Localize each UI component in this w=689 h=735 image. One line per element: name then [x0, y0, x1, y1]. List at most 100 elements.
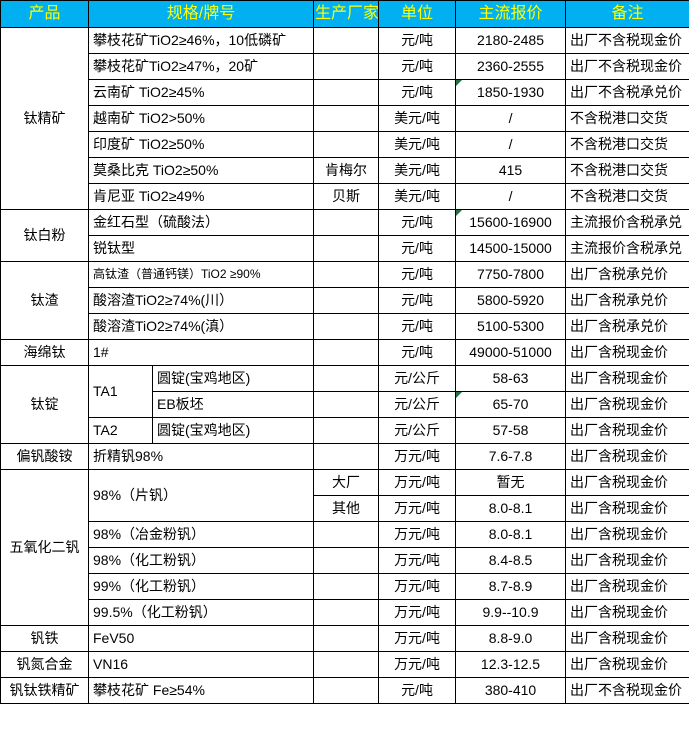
comment-marker-icon: [456, 392, 463, 398]
maker-text: 肯梅尔: [325, 162, 368, 179]
note-cell: 出厂含税现金价: [565, 651, 689, 678]
price-cell: 57-58: [455, 417, 567, 444]
spec-cell: 肯尼亚 TiO2≥49%: [87, 183, 315, 210]
table-row: 钛白粉 金红石型（硫酸法） 元/吨 15600-16900 主流报价含税承兑: [0, 209, 689, 262]
price-cell: 5800-5920: [455, 287, 567, 314]
spec-text: 攀枝花矿TiO2≥46%，10低磷矿: [93, 32, 287, 49]
note-text: 出厂含税现金价: [570, 474, 669, 491]
spec-text: 折精钒98%: [93, 448, 164, 465]
product-text: 海绵钛: [23, 344, 66, 361]
price-text: 暂无: [496, 474, 525, 491]
price-cell: 8.8-9.0: [455, 625, 567, 652]
table-row: 钒钛铁精矿 攀枝花矿 Fe≥54% 元/吨 380-410 出厂不含税现金价: [0, 677, 689, 704]
product-cell: 钛白粉: [0, 209, 89, 262]
note-cell: 出厂含税现金价: [565, 495, 689, 522]
spec-text: 云南矿 TiO2≥45%: [93, 84, 205, 101]
maker-cell: [313, 27, 380, 54]
note-cell: 出厂不含税现金价: [565, 677, 689, 704]
note-cell: 出厂不含税现金价: [565, 27, 689, 54]
product-text: 钒钛铁精矿: [9, 682, 80, 699]
product-cell: 钛精矿: [0, 27, 89, 210]
unit-cell: 万元/吨: [378, 625, 457, 652]
maker-text: 其他: [332, 500, 361, 517]
price-text: 2180-2485: [477, 32, 544, 49]
note-text: 出厂不含税现金价: [570, 682, 683, 699]
price-text: 5800-5920: [477, 292, 544, 309]
price-cell: 415: [455, 157, 567, 184]
spec-cell: 莫桑比克 TiO2≥50%: [87, 157, 315, 184]
unit-cell: 元/公斤: [378, 391, 457, 418]
note-text: 出厂含税现金价: [570, 630, 669, 647]
price-text: 8.7-8.9: [488, 578, 533, 595]
price-cell: 8.0-8.1: [455, 521, 567, 548]
grade-text: TA1: [93, 383, 118, 400]
note-text: 出厂含税现金价: [570, 370, 669, 387]
unit-text: 万元/吨: [394, 500, 440, 517]
unit-cell: 万元/吨: [378, 521, 457, 548]
spec-text: 98%（冶金粉钒）: [93, 526, 206, 543]
spec-text: 越南矿 TiO2>50%: [93, 110, 205, 127]
unit-cell: 元/吨: [378, 339, 457, 366]
price-text: /: [508, 188, 513, 205]
note-text: 出厂含税现金价: [570, 656, 669, 673]
note-cell: 出厂含税现金价: [565, 625, 689, 652]
maker-cell: [313, 131, 380, 158]
spec-text: 攀枝花矿TiO2≥47%，20矿: [93, 58, 259, 75]
note-text: 出厂含税现金价: [570, 500, 669, 517]
maker-cell: 贝斯: [313, 183, 380, 210]
unit-text: 元/吨: [401, 266, 433, 283]
unit-text: 万元/吨: [394, 630, 440, 647]
spec-cell: 酸溶渣TiO2≥74%(滇）: [87, 313, 315, 340]
table-row: 攀枝花矿TiO2≥47%，20矿 元/吨 2360-2555 出厂不含税现金价: [1, 53, 689, 80]
maker-text: 贝斯: [332, 188, 361, 205]
note-cell: 出厂不含税现金价: [565, 53, 689, 80]
table-row: 钛锭 TA1 圆锭(宝鸡地区) 元/公斤 58-63 出厂含税现金价: [0, 365, 689, 444]
note-cell: 不含税港口交货: [565, 157, 689, 184]
price-cell: 7750-7800: [455, 261, 567, 288]
comment-marker-icon: [456, 80, 463, 86]
spec-cell: 98%（片钒）: [87, 469, 315, 522]
price-text: 5100-5300: [477, 318, 544, 335]
spec-text: 高钛渣（普通钙镁）TiO2 ≥90%: [93, 267, 261, 282]
note-text: 出厂含税承兑价: [570, 318, 669, 335]
unit-text: 美元/吨: [394, 162, 440, 179]
note-text: 出厂含税现金价: [570, 396, 669, 413]
note-text: 主流报价含税承兑: [570, 240, 683, 257]
table-row: 钛渣 高钛渣（普通钙镁）TiO2 ≥90% 元/吨 7750-7800 出厂含税承兑价: [0, 261, 689, 340]
unit-text: 元/吨: [401, 32, 433, 49]
unit-cell: 美元/吨: [378, 183, 457, 210]
table-row: 肯尼亚 TiO2≥49% 贝斯 美元/吨 / 不含税港口交货: [1, 183, 689, 210]
spec-cell: 99.5%（化工粉钒）: [87, 599, 315, 626]
spec-text: 攀枝花矿 Fe≥54%: [93, 682, 205, 699]
maker-cell: [313, 599, 380, 626]
price-cell: 9.9--10.9: [455, 599, 567, 626]
product-text: 偏钒酸铵: [16, 448, 73, 465]
spec-text: 莫桑比克 TiO2≥50%: [93, 162, 219, 179]
spec-text: 98%（化工粉钒）: [93, 552, 206, 569]
note-text: 出厂含税现金价: [570, 448, 669, 465]
spec-cell: VN16: [87, 651, 315, 678]
table-row: 锐钛型 元/吨 14500-15000 主流报价含税承兑: [1, 235, 689, 262]
grade-text: TA2: [93, 422, 118, 439]
unit-text: 元/公斤: [394, 370, 440, 387]
unit-text: 元/吨: [401, 84, 433, 101]
unit-text: 万元/吨: [394, 578, 440, 595]
spec-text: 锐钛型: [93, 240, 135, 257]
spec-cell: 攀枝花矿TiO2≥46%，10低磷矿: [87, 27, 315, 54]
unit-text: 元/吨: [401, 318, 433, 335]
unit-cell: 元/吨: [378, 79, 457, 106]
note-cell: 出厂含税现金价: [565, 547, 689, 574]
price-cell: 1850-1930: [455, 79, 567, 106]
spec-cell: 攀枝花矿TiO2≥47%，20矿: [87, 53, 315, 80]
unit-text: 元/公斤: [394, 422, 440, 439]
note-text: 出厂含税现金价: [570, 578, 669, 595]
note-text: 出厂含税现金价: [570, 422, 669, 439]
spec-text: VN16: [93, 656, 129, 673]
price-cell: 2360-2555: [455, 53, 567, 80]
price-text: 8.0-8.1: [488, 526, 533, 543]
table-row: 其他 万元/吨 8.0-8.1 出厂含税现金价: [1, 495, 689, 522]
product-text: 钛渣: [30, 292, 59, 309]
table-row: 99.5%（化工粉钒） 万元/吨 9.9--10.9 出厂含税现金价: [1, 599, 689, 626]
unit-text: 万元/吨: [394, 656, 440, 673]
spec-text: 酸溶渣TiO2≥74%(川）: [93, 292, 234, 309]
